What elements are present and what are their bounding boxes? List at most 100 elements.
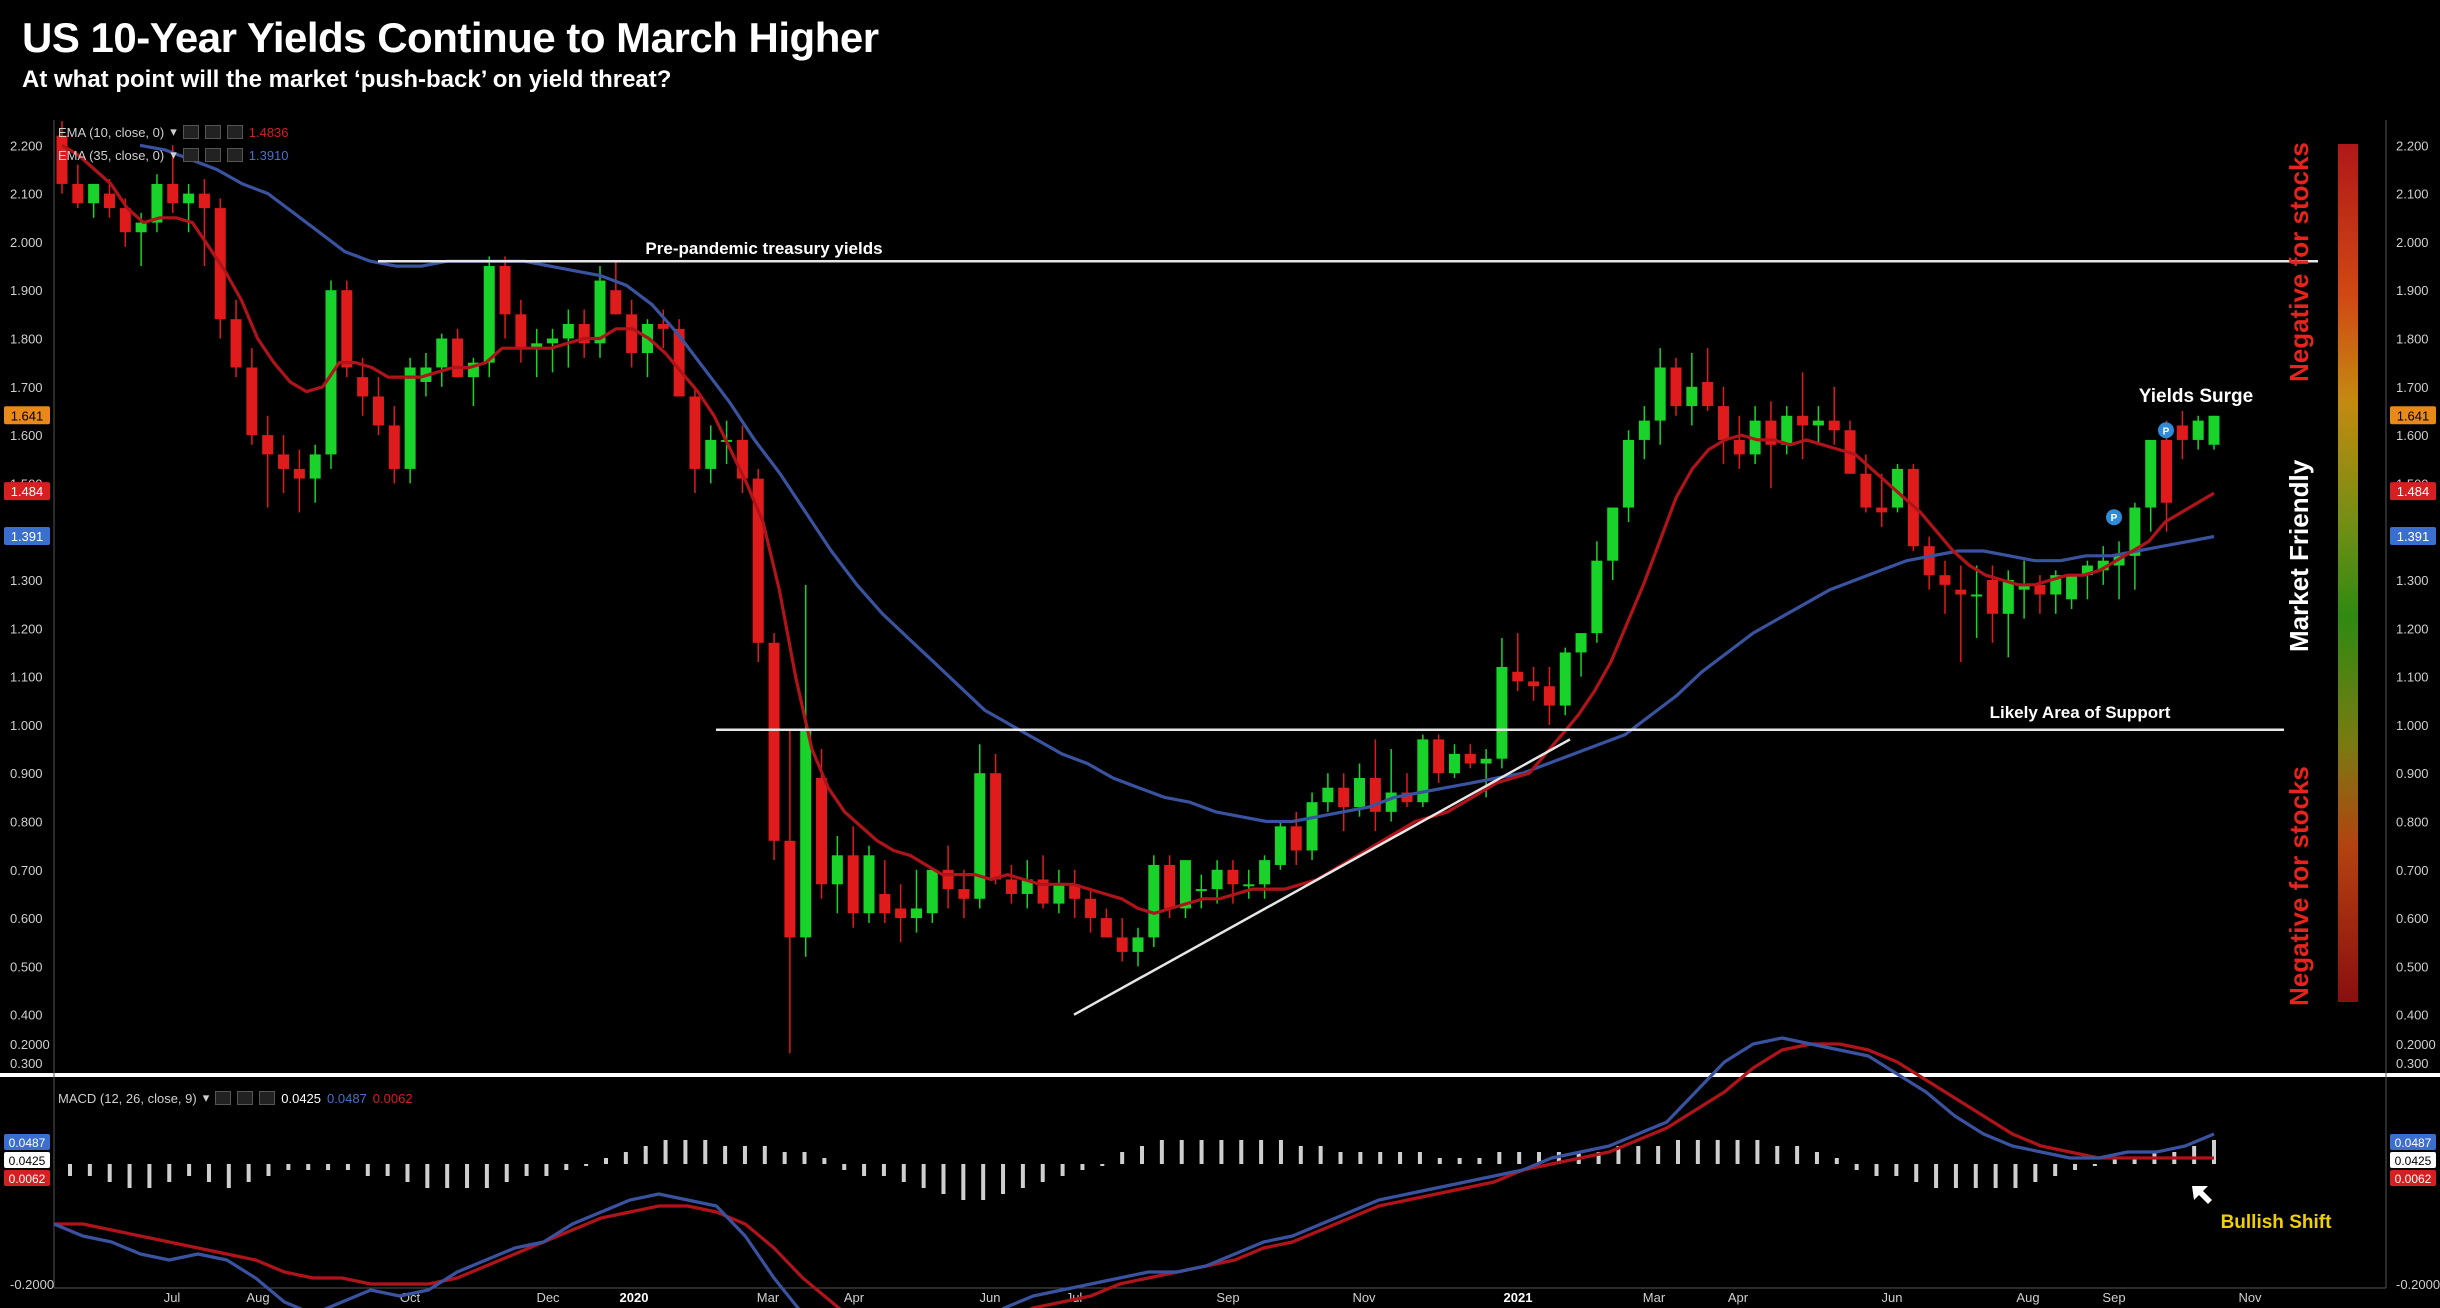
candle-body bbox=[262, 435, 274, 455]
candle-body bbox=[800, 729, 812, 938]
x-tick-label: Jul bbox=[164, 1290, 181, 1305]
macd-histogram-bar bbox=[1755, 1140, 1760, 1164]
close-icon[interactable] bbox=[226, 125, 243, 139]
candle-body bbox=[1306, 802, 1318, 851]
candle-body bbox=[2081, 565, 2093, 576]
market-friendly-label: Market Friendly bbox=[2284, 459, 2314, 652]
macd-histogram-bar bbox=[703, 1140, 708, 1164]
y-tick-left: 2.200 bbox=[10, 138, 43, 153]
candle-body bbox=[1623, 439, 1635, 508]
candle-body bbox=[578, 324, 590, 344]
macd-histogram-bar bbox=[1080, 1164, 1085, 1170]
candle-body bbox=[1860, 473, 1872, 508]
negative-for-stocks-bottom-label: Negative for stocks bbox=[2284, 766, 2314, 1006]
macd-histogram-bar bbox=[504, 1164, 509, 1182]
y-tick-left: 2.000 bbox=[10, 235, 43, 250]
candle-body bbox=[1528, 681, 1540, 687]
close-icon[interactable] bbox=[226, 148, 243, 162]
macd-histogram-bar bbox=[1894, 1164, 1899, 1176]
y-tick-left: 2.100 bbox=[10, 187, 43, 202]
p-marker[interactable] bbox=[2158, 422, 2174, 439]
support-label: Likely Area of Support bbox=[1990, 703, 2171, 722]
candle-body bbox=[1512, 671, 1524, 682]
ema35-price-tag-left-bg bbox=[4, 527, 50, 546]
macd-histogram-bar bbox=[1676, 1140, 1680, 1164]
candle-body bbox=[910, 908, 922, 919]
y-tick-left: 1.900 bbox=[10, 283, 43, 298]
close-icon[interactable] bbox=[259, 1091, 276, 1105]
y-tick-right: 1.700 bbox=[2396, 380, 2429, 395]
gear-icon[interactable] bbox=[204, 125, 221, 139]
candle-body bbox=[816, 778, 828, 885]
gear-icon[interactable] bbox=[204, 148, 221, 162]
macd-histogram-bar bbox=[1735, 1140, 1740, 1164]
ema35-price-tag-left: 1.391 bbox=[11, 529, 44, 544]
y-tick-right: 1.300 bbox=[2396, 573, 2429, 588]
candle-body bbox=[974, 773, 986, 899]
last-price-tag-left: 1.641 bbox=[11, 408, 44, 423]
chevron-down-icon[interactable]: ▾ bbox=[170, 124, 177, 139]
macd-hist-tag-bg bbox=[2390, 1152, 2436, 1168]
candle-body bbox=[689, 396, 701, 469]
candle-body bbox=[1037, 879, 1049, 904]
candle-body bbox=[1211, 869, 1223, 890]
macd-histogram-bar bbox=[1120, 1152, 1125, 1164]
candle-body bbox=[594, 280, 606, 344]
p-marker[interactable] bbox=[2106, 509, 2122, 526]
macd-histogram-bar bbox=[147, 1164, 152, 1188]
candle-body bbox=[1607, 507, 1619, 561]
macd-histogram-bar bbox=[663, 1140, 668, 1164]
macd-histogram-bar bbox=[1060, 1164, 1065, 1176]
x-tick-label: Jun bbox=[980, 1290, 1001, 1305]
macd-legend[interactable]: MACD (12, 26, close, 9) ▾ 0.0425 0.0487 … bbox=[58, 1090, 413, 1106]
macd-histogram-bar bbox=[802, 1152, 807, 1164]
candle-body bbox=[1892, 468, 1904, 508]
y-tick-left: 0.900 bbox=[10, 766, 43, 781]
macd-histogram-bar bbox=[1040, 1164, 1045, 1182]
ema10-legend[interactable]: EMA (10, close, 0) ▾ 1.4836 bbox=[58, 124, 289, 140]
x-tick-label: Nov bbox=[1352, 1290, 1376, 1305]
candle-body bbox=[752, 478, 764, 643]
x-tick-label: 2020 bbox=[620, 1290, 649, 1305]
macd-histogram-bar bbox=[921, 1164, 926, 1188]
candle-body bbox=[1464, 753, 1476, 764]
candle-body bbox=[1717, 406, 1729, 440]
eye-icon[interactable] bbox=[182, 148, 199, 162]
macd-line bbox=[53, 1036, 2215, 1308]
chevron-down-icon[interactable]: ▾ bbox=[202, 1090, 210, 1105]
candle-body bbox=[1686, 386, 1698, 407]
candle-body bbox=[958, 889, 970, 899]
gear-icon[interactable] bbox=[237, 1091, 254, 1105]
ema35-legend[interactable]: EMA (35, close, 0) ▾ 1.3910 bbox=[58, 147, 289, 163]
candle-body bbox=[404, 367, 416, 469]
macd-histogram-bar bbox=[1795, 1146, 1800, 1164]
chevron-down-icon[interactable]: ▾ bbox=[170, 147, 177, 162]
candle-body bbox=[151, 183, 163, 223]
y-tick-left: 0.400 bbox=[10, 1008, 43, 1023]
candle-body bbox=[357, 377, 369, 397]
macd-histogram-bar bbox=[1020, 1164, 1025, 1188]
sentiment-bar bbox=[2338, 144, 2358, 1002]
macd-histogram-bar bbox=[1834, 1158, 1839, 1164]
candle-body bbox=[452, 338, 464, 378]
candle-body bbox=[1069, 884, 1081, 899]
macd-histogram-bar bbox=[1497, 1152, 1502, 1164]
candle-body bbox=[1654, 367, 1666, 421]
eye-icon[interactable] bbox=[215, 1091, 232, 1105]
macd-histogram-bar bbox=[544, 1164, 549, 1176]
yields-surge-label: Yields Surge bbox=[2139, 386, 2253, 407]
ema35-price-tag: 1.391 bbox=[2397, 529, 2430, 544]
macd-histogram-bar bbox=[1616, 1146, 1621, 1164]
macd-hist-tag-left: 0.0425 bbox=[9, 1154, 46, 1168]
candle-body bbox=[372, 396, 384, 426]
candle-body bbox=[657, 324, 669, 329]
macd-histogram-bar bbox=[1636, 1146, 1641, 1164]
y-tick-right: 0.900 bbox=[2396, 766, 2429, 781]
macd-histogram-bar bbox=[107, 1164, 112, 1182]
macd-line-tag: 0.0487 bbox=[2395, 1136, 2432, 1150]
eye-icon[interactable] bbox=[182, 125, 199, 139]
macd-hist-tag: 0.0425 bbox=[2395, 1154, 2432, 1168]
macd-signal-value: 0.0062 bbox=[372, 1090, 413, 1106]
macd-histogram-bar bbox=[2053, 1164, 2058, 1176]
